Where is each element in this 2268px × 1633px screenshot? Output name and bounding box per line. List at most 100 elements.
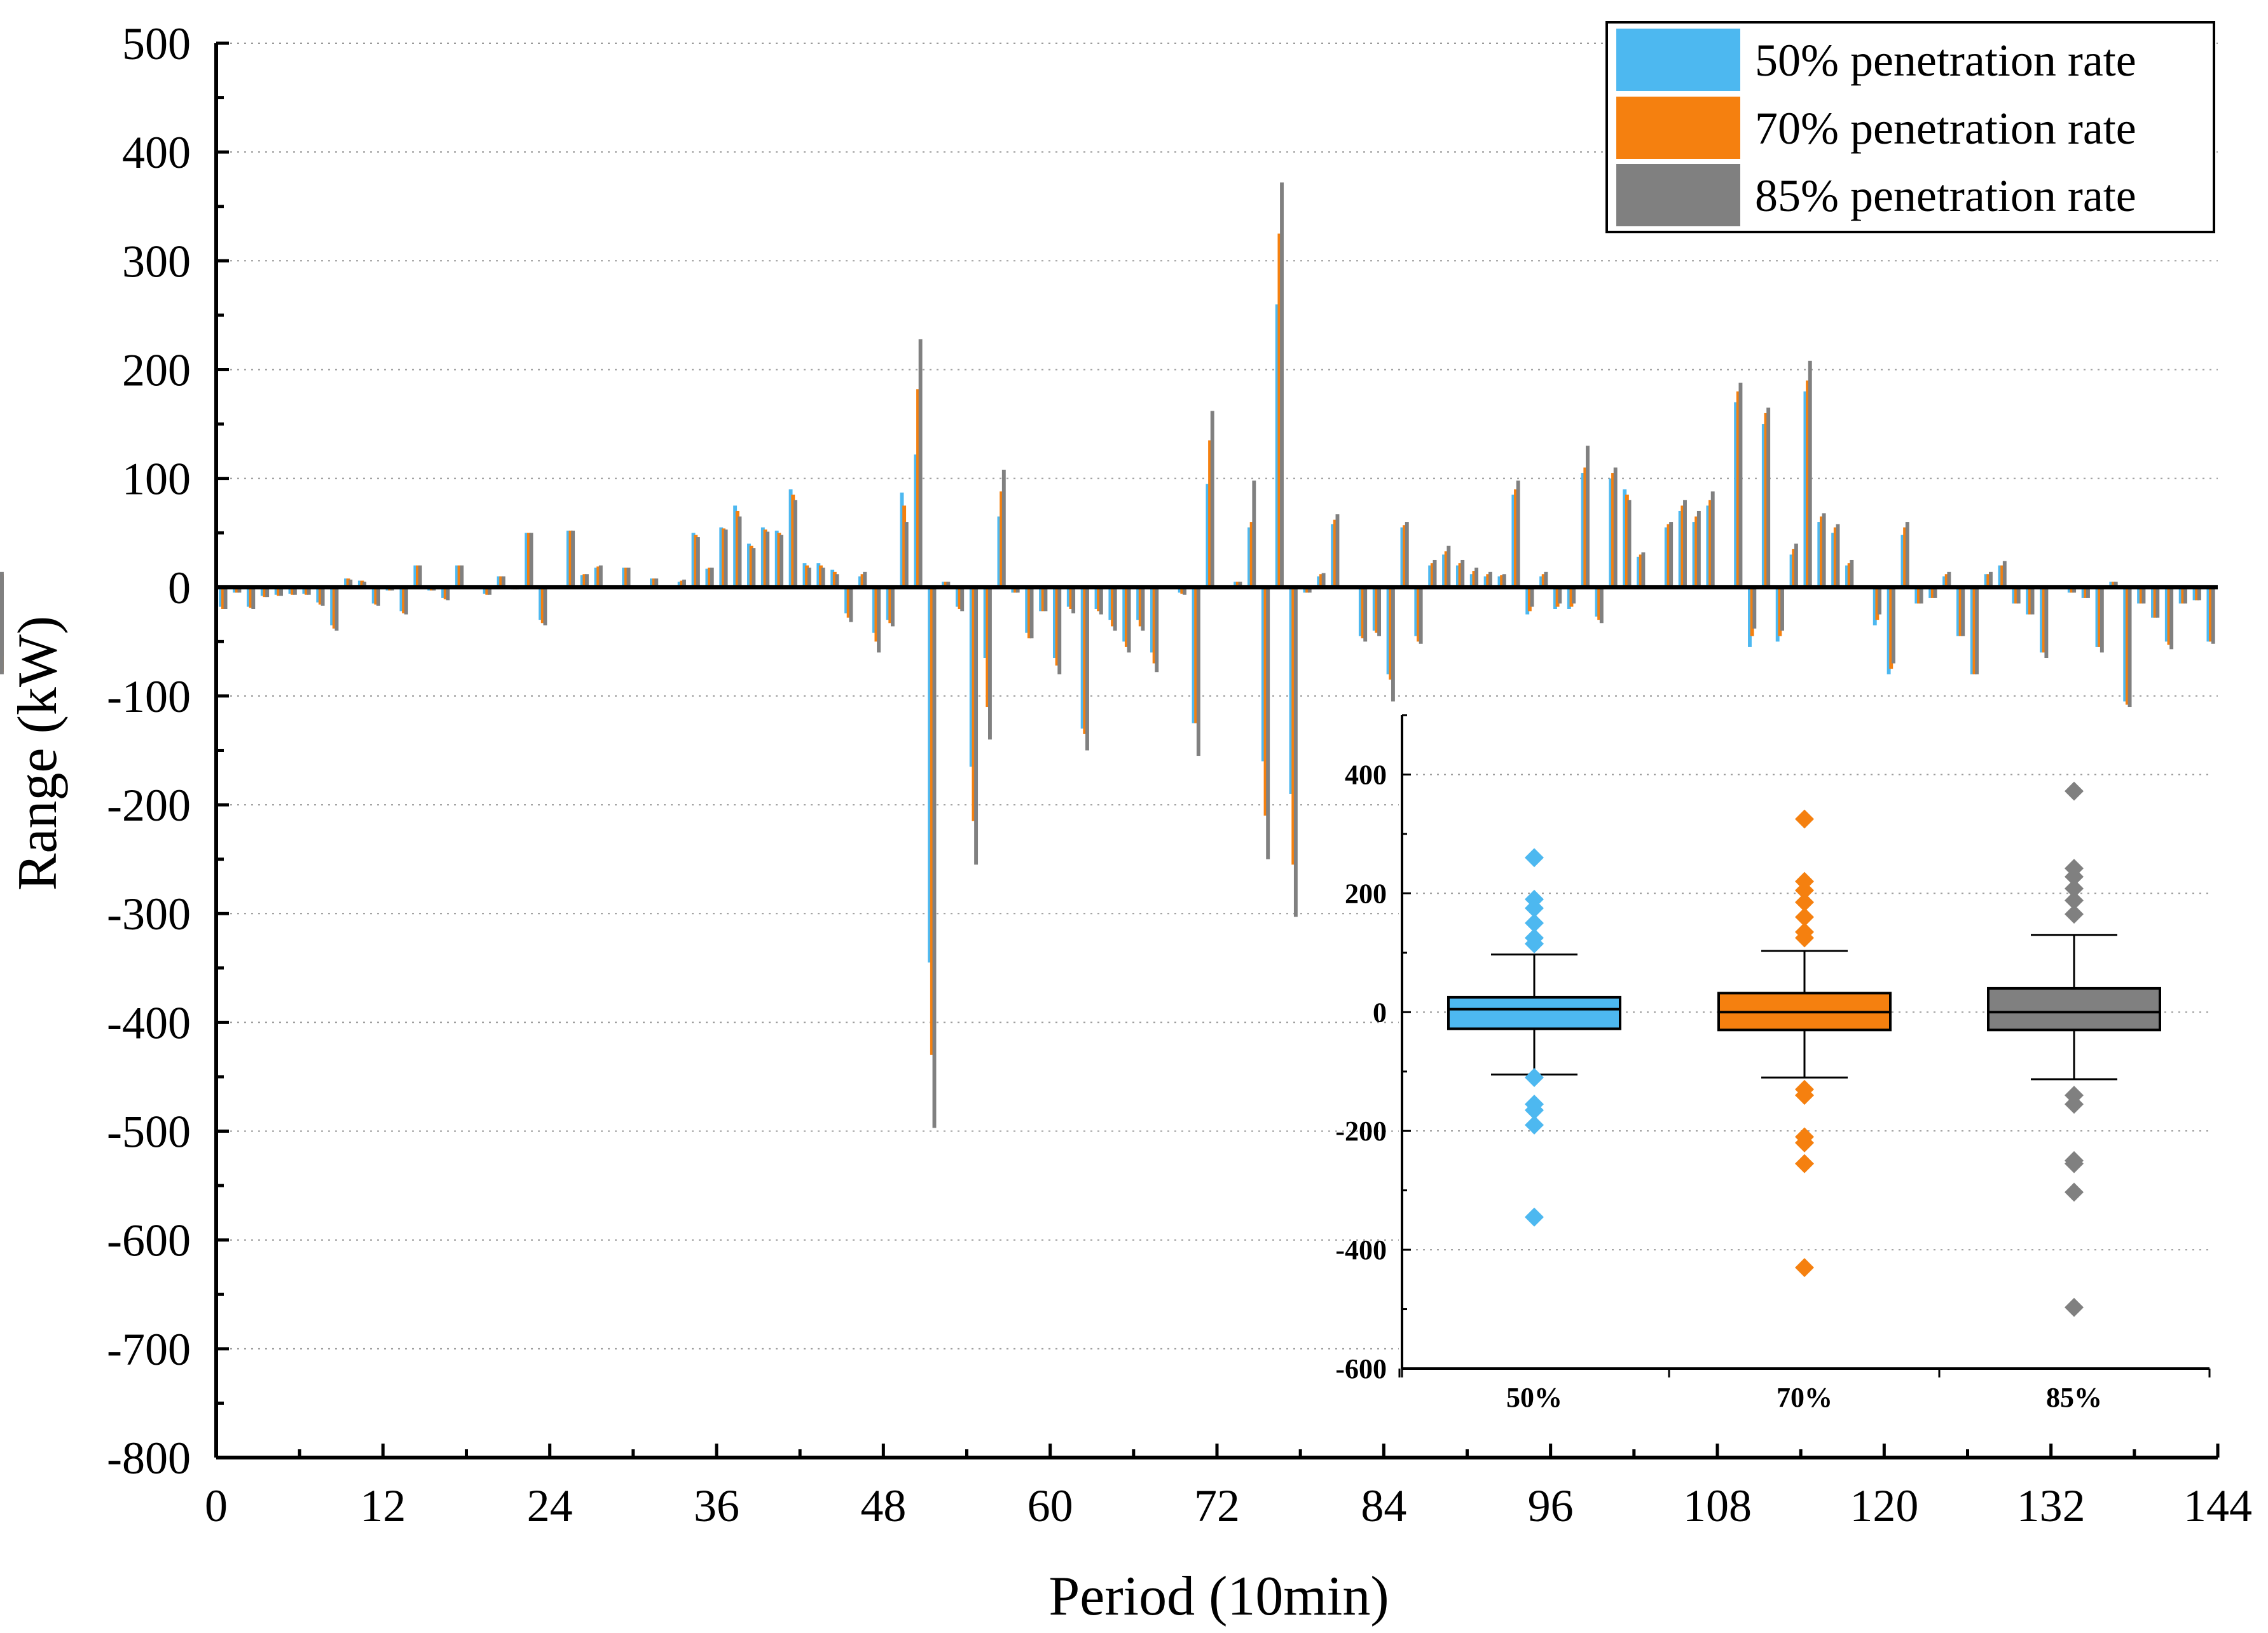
bar-s3-p139 — [2141, 587, 2146, 604]
bar-s2-p27 — [582, 574, 587, 587]
bar-s1-p136 — [2095, 587, 2100, 647]
bar-s2-p3 — [249, 587, 253, 608]
bar-s1-p129 — [1998, 565, 2002, 587]
bar-s1-p88 — [1428, 565, 1433, 587]
bar-s2-p113 — [1778, 587, 1782, 636]
bar-s1-p130 — [2012, 587, 2016, 604]
bar-s3-p11 — [362, 582, 367, 587]
bar-s2-p130 — [2014, 587, 2018, 604]
bar-s2-p32 — [652, 578, 656, 587]
outlier-point — [1795, 1133, 1814, 1152]
bar-s2-p84 — [1375, 587, 1379, 633]
bar-s2-p23 — [526, 533, 531, 587]
bar-s3-p21 — [501, 576, 505, 587]
bar-s2-p12 — [374, 587, 378, 605]
bar-s2-p127 — [1972, 587, 1977, 674]
bar-s2-p71 — [1194, 587, 1199, 723]
bar-s3-p86 — [1405, 522, 1409, 587]
bar-s2-p85 — [1389, 587, 1393, 680]
bar-s1-p112 — [1761, 424, 1766, 587]
bar-s3-p121 — [1891, 587, 1895, 664]
bar-s1-p38 — [733, 505, 738, 587]
bar-s1-p9 — [330, 587, 334, 625]
bar-s3-p5 — [279, 587, 283, 596]
bar-s3-p143 — [2197, 587, 2201, 601]
bar-s1-p12 — [371, 587, 376, 604]
bar-s2-p125 — [1944, 574, 1949, 587]
bar-s1-p77 — [1275, 304, 1279, 587]
bar-s3-p124 — [1933, 587, 1937, 598]
bar-s3-p15 — [418, 565, 422, 587]
bar-s1-p60 — [1039, 587, 1043, 612]
bar-s1-p106 — [1678, 510, 1682, 587]
bar-s2-p76 — [1263, 587, 1268, 816]
inset-x-tick-label-1: 50% — [1506, 1382, 1562, 1413]
bar-s1-p107 — [1692, 522, 1696, 587]
bar-s3-p61 — [1057, 587, 1062, 674]
bar-s3-p48 — [877, 587, 881, 653]
bar-s1-p66 — [1122, 587, 1127, 642]
bar-s2-p117 — [1833, 527, 1838, 587]
bar-s2-p40 — [763, 530, 767, 587]
bar-s2-p97 — [1555, 587, 1560, 607]
bar-s1-p70 — [1178, 587, 1182, 593]
bar-s3-p130 — [2016, 587, 2021, 604]
bar-s1-p124 — [1928, 587, 1933, 598]
bar-s2-p111 — [1750, 587, 1754, 636]
bar-s1-p35 — [691, 533, 696, 587]
bar-s3-p71 — [1196, 587, 1200, 756]
bar-s2-p26 — [568, 530, 573, 587]
bar-s3-p101 — [1613, 467, 1618, 587]
bar-s3-p107 — [1696, 510, 1701, 587]
bar-s3-p95 — [1530, 587, 1534, 607]
y-tick-label--600: -600 — [107, 1215, 191, 1266]
bar-s3-p129 — [2002, 561, 2007, 587]
bar-s2-p11 — [360, 580, 364, 587]
bar-s3-p78 — [1293, 587, 1298, 917]
bar-s2-p30 — [624, 567, 628, 587]
bar-s1-p121 — [1887, 587, 1891, 674]
outlier-point — [1795, 1086, 1814, 1105]
bar-s3-p39 — [752, 548, 756, 587]
bar-s2-p17 — [443, 587, 448, 599]
bar-s2-p15 — [416, 565, 420, 587]
bar-s1-p118 — [1845, 565, 1849, 587]
bar-s1-p83 — [1358, 587, 1363, 636]
bar-s1-p110 — [1734, 402, 1738, 587]
bar-s2-p67 — [1138, 587, 1143, 627]
bar-s2-p78 — [1291, 587, 1296, 865]
bar-s3-p87 — [1419, 587, 1423, 644]
bar-s1-p127 — [1970, 587, 1974, 674]
bar-s3-p6 — [292, 587, 297, 595]
bar-s3-p112 — [1766, 407, 1771, 587]
bar-s3-p79 — [1307, 587, 1312, 593]
bar-s3-p45 — [835, 574, 839, 587]
bar-s3-p117 — [1836, 524, 1840, 587]
bar-s1-p84 — [1372, 587, 1377, 631]
bar-s1-p67 — [1136, 587, 1141, 620]
bar-s2-p70 — [1180, 587, 1185, 594]
bar-s1-p128 — [1984, 574, 1988, 587]
bar-s1-p17 — [441, 587, 446, 598]
main-tick-labels: 500 400 300 200 100 0 -100 -200 -300 -400 -500 -600… — [107, 18, 2252, 1531]
bar-s3-p67 — [1141, 587, 1145, 631]
bar-s1-p50 — [900, 492, 904, 587]
bar-s1-p132 — [2040, 587, 2044, 653]
bar-s1-p102 — [1623, 489, 1627, 587]
x-tick-label-24: 24 — [527, 1480, 573, 1531]
bar-s3-p140 — [2155, 587, 2160, 618]
bar-s3-p83 — [1363, 587, 1368, 642]
bar-s2-p55 — [972, 587, 976, 821]
bar-s3-p7 — [306, 587, 311, 595]
bar-s1-p111 — [1748, 587, 1752, 647]
bar-s2-p108 — [1708, 500, 1713, 587]
bar-s3-p41 — [780, 535, 783, 587]
bar-s3-p12 — [376, 587, 381, 606]
bar-s1-p120 — [1873, 587, 1877, 625]
bar-s3-p20 — [487, 587, 491, 595]
outlier-point — [1795, 880, 1814, 900]
bar-s2-p129 — [2000, 565, 2005, 587]
bar-s2-p68 — [1152, 587, 1157, 664]
bar-s2-p58 — [1014, 587, 1017, 593]
bar-s1-p32 — [650, 578, 654, 587]
